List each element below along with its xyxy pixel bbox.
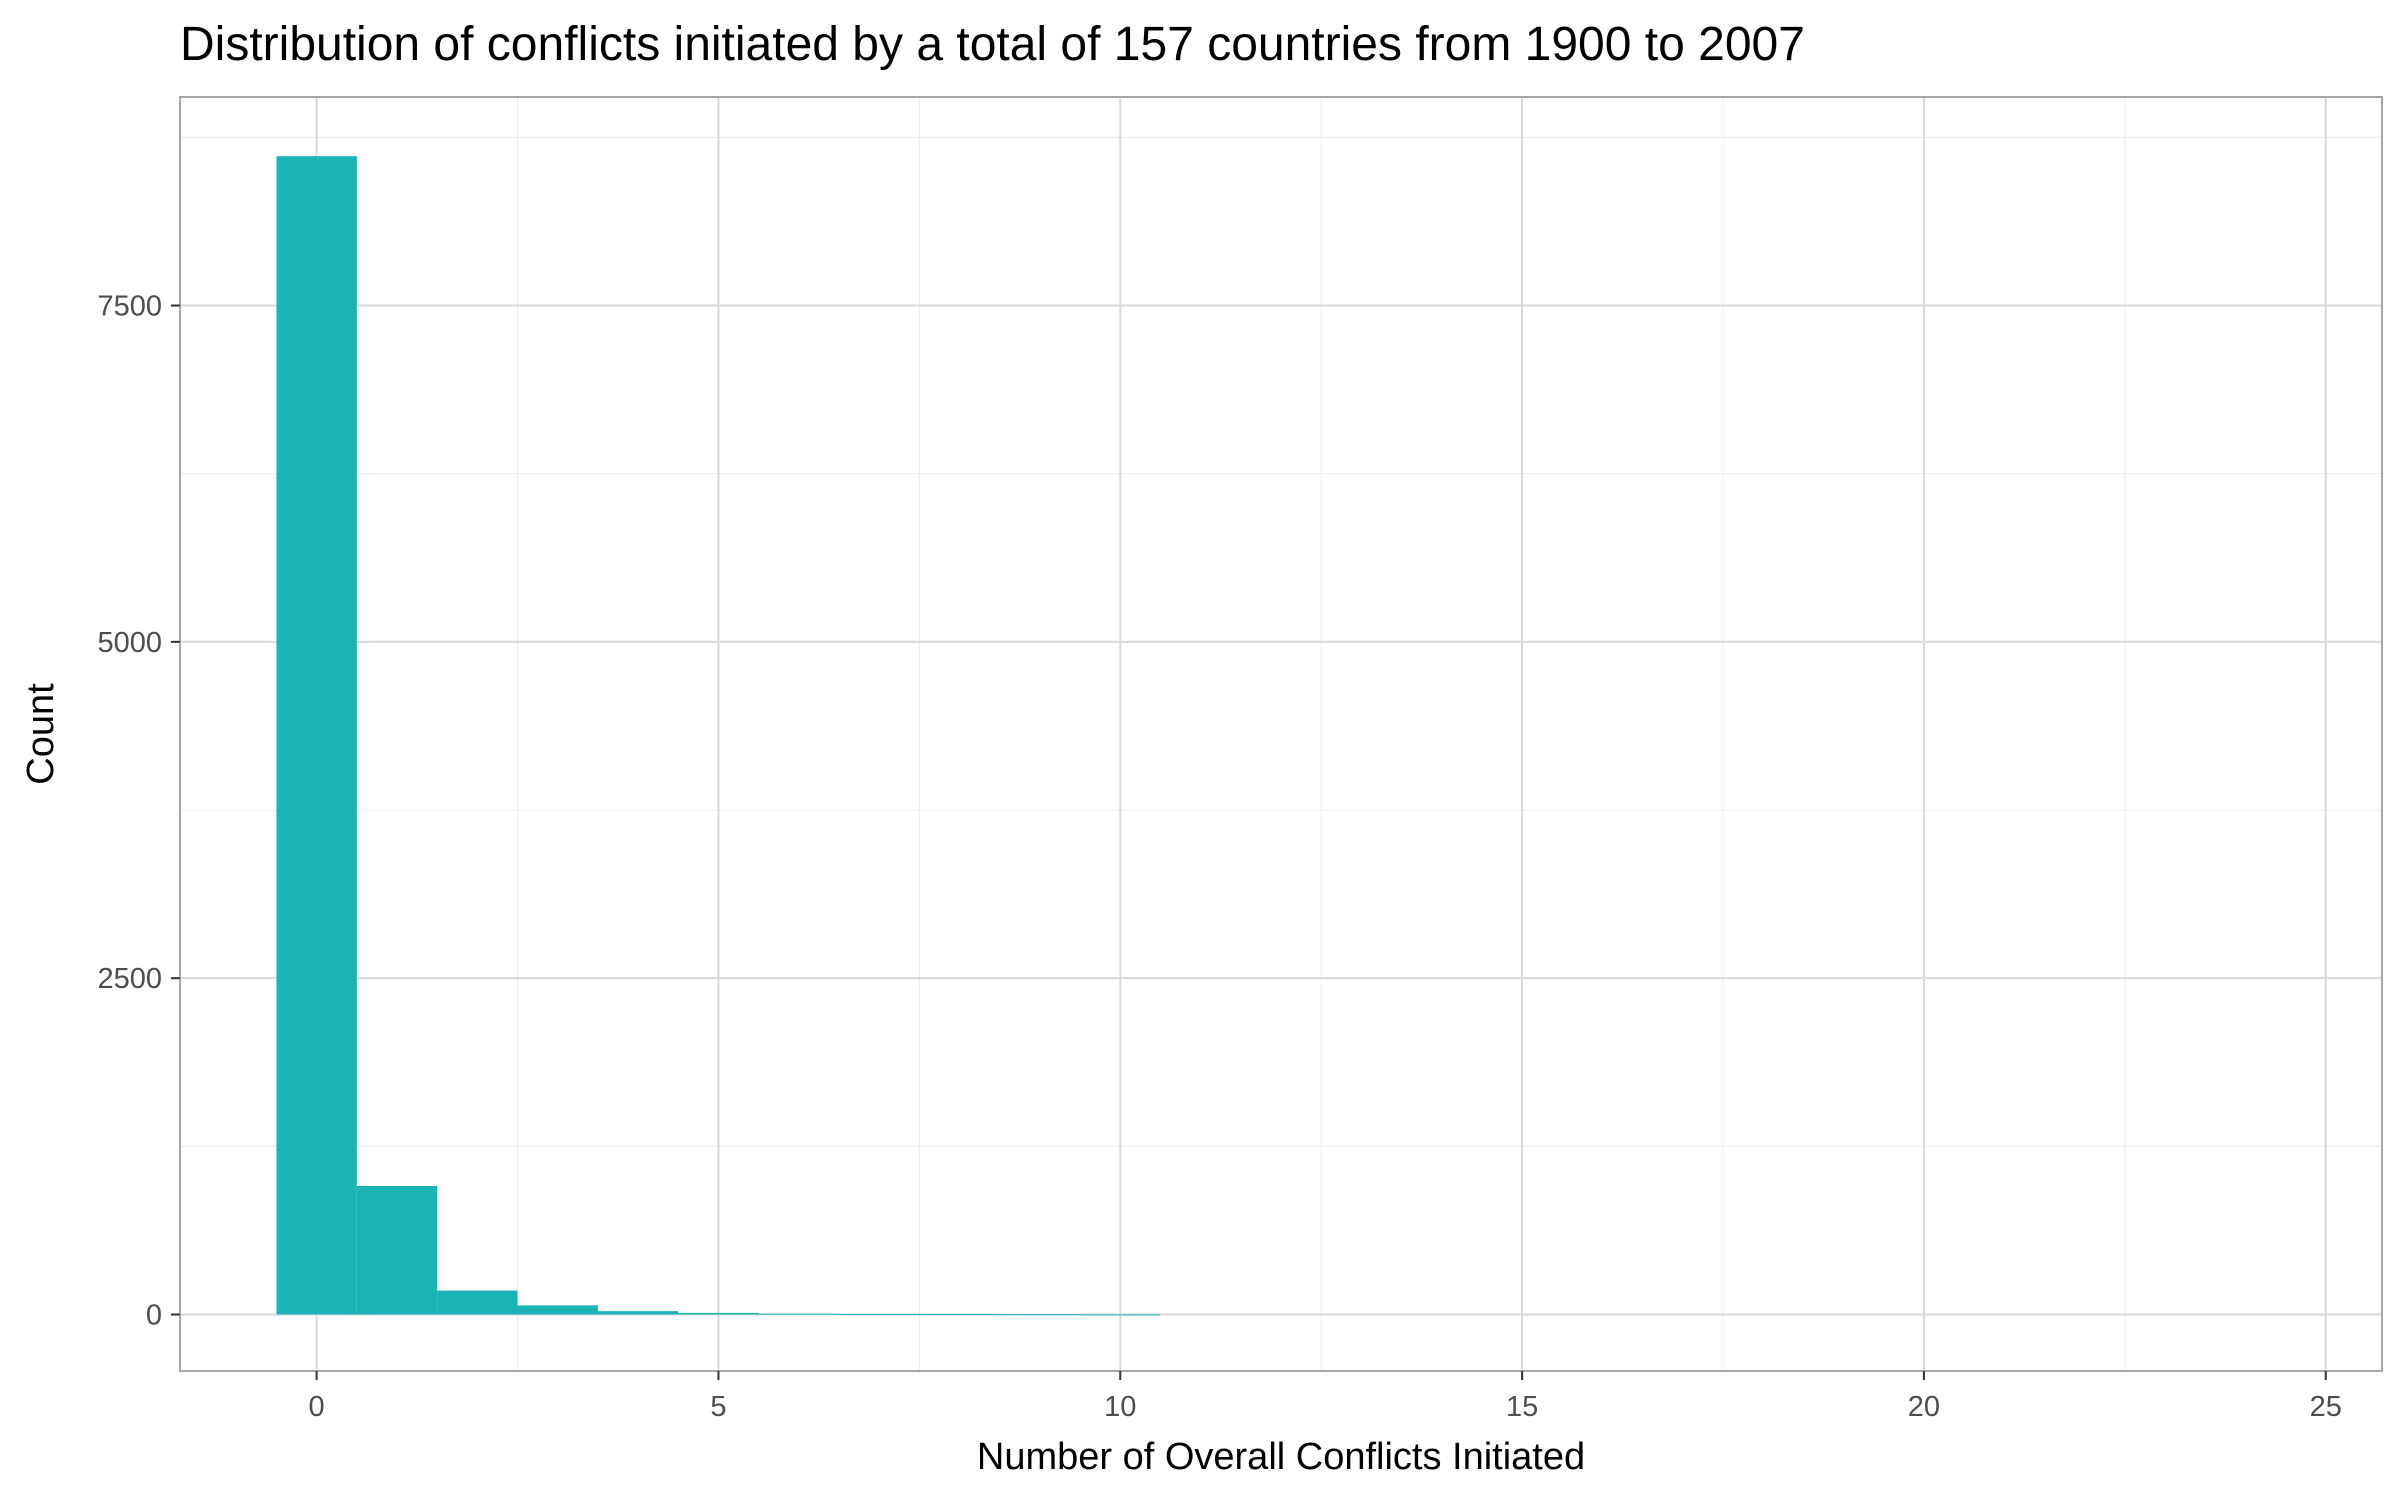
x-tick-label: 0 [309, 1391, 325, 1423]
x-tick-label: 25 [2310, 1391, 2342, 1423]
ticks-layer: 0 5 10 15 20 25 0 2500 5000 7500 [97, 291, 2341, 1423]
y-axis-title: Count [20, 683, 62, 785]
y-tick-label: 5000 [97, 627, 162, 659]
x-tick-label: 15 [1506, 1391, 1538, 1423]
histogram-bar-8 [919, 1314, 1000, 1316]
histogram-bar-5 [678, 1312, 759, 1315]
histogram-bar-7 [838, 1313, 920, 1315]
x-tick-label: 5 [710, 1391, 726, 1423]
histogram-bar-10 [1080, 1314, 1161, 1316]
bars-layer [276, 156, 1161, 1316]
panel-border [179, 96, 2383, 1372]
histogram-bar-4 [597, 1311, 679, 1315]
histogram-bar-1 [356, 1186, 438, 1315]
y-tick-label: 7500 [97, 291, 162, 323]
histogram-bar-0 [276, 156, 357, 1315]
x-tick-label: 20 [1908, 1391, 1940, 1423]
x-tick-label: 10 [1104, 1391, 1136, 1423]
histogram-bar-9 [999, 1314, 1081, 1316]
x-axis-title: Number of Overall Conflicts Initiated [977, 1436, 1585, 1478]
grid-layer [180, 97, 2382, 1371]
y-tick-label: 0 [146, 1299, 162, 1331]
chart-title: Distribution of conflicts initiated by a… [180, 18, 1805, 71]
histogram-bar-2 [437, 1290, 518, 1315]
y-tick-label: 2500 [97, 963, 162, 995]
histogram-bar-6 [758, 1313, 839, 1315]
histogram-bar-3 [517, 1305, 598, 1315]
